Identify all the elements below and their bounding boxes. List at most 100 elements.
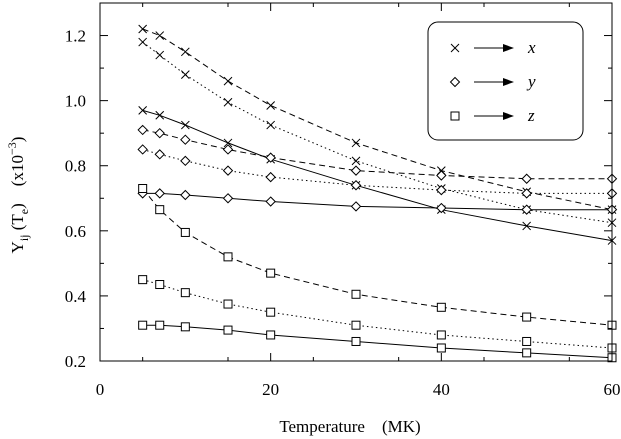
series-7-square-dashed-line — [142, 188, 613, 326]
y-tick-label-1: 0.2 — [65, 352, 86, 371]
series-9-square-solid-line — [142, 324, 613, 359]
series-5-point-2 — [154, 149, 165, 160]
axis-ticks: 0 20 40 60 0.2 0.4 0.6 0.8 1.0 1.2 — [65, 3, 621, 399]
plot-frame — [99, 2, 613, 362]
series-2-point-4 — [223, 97, 233, 107]
series-2-point-1 — [138, 37, 148, 47]
y-axis-label-paren-sub: e — [17, 209, 31, 214]
legend-marker-z — [450, 111, 460, 121]
series-2-point-2 — [155, 50, 165, 60]
series-5-point-8 — [521, 188, 532, 199]
series-9-point-4 — [223, 325, 233, 335]
series-5-point-3 — [180, 155, 191, 167]
series-4-point-5 — [265, 152, 276, 163]
y-axis-label-sub: ij — [17, 234, 31, 241]
series-6-point-3 — [180, 189, 191, 201]
legend-label-z: z — [527, 106, 535, 125]
series-6-point-7 — [436, 202, 447, 214]
series-1-point-5 — [266, 101, 276, 110]
y-tick-label-3: 0.6 — [65, 222, 86, 241]
y-tick-label-6: 1.2 — [65, 27, 86, 46]
series-4-point-8 — [521, 173, 532, 184]
series-9-point-3 — [180, 322, 190, 332]
series-6-point-2 — [154, 188, 165, 199]
x-tick-label-1: 0 — [96, 380, 105, 399]
series-9-point-2 — [155, 320, 165, 330]
series-5-point-6 — [350, 180, 362, 191]
series-5-point-4 — [222, 165, 234, 176]
legend: xyz — [427, 21, 584, 141]
series-8-point-6 — [351, 320, 361, 330]
legend-arrowhead-y — [503, 78, 514, 86]
series-5-point-1 — [137, 144, 148, 155]
series-9-point-5 — [266, 330, 276, 340]
legend-label-x: x — [527, 38, 536, 57]
series-6-point-5 — [265, 196, 276, 207]
series-5-point-5 — [265, 171, 276, 183]
series-1-point-6 — [351, 138, 361, 148]
series-8-point-1 — [138, 275, 148, 285]
y-axis-label-unit-exp: −3 — [5, 142, 19, 155]
y-axis-label: Yij (Te) (x10−3) — [5, 137, 31, 254]
series-5-point-7 — [436, 184, 447, 196]
y-axis-label-main: Y — [8, 241, 27, 253]
series-7-point-3 — [180, 227, 190, 237]
series-7-point-8 — [522, 312, 532, 322]
series-2-point-5 — [266, 120, 276, 130]
legend-arrowhead-z — [503, 112, 514, 120]
series-3-point-8 — [522, 221, 532, 231]
series-4-point-7 — [436, 170, 447, 181]
series-1-point-1 — [138, 24, 148, 34]
legend-label-y: y — [526, 72, 536, 91]
series-3-point-1 — [138, 106, 148, 115]
y-tick-label-5: 1.0 — [65, 92, 86, 111]
x-tick-label-3: 40 — [433, 380, 450, 399]
series-2-point-6 — [351, 156, 361, 166]
series-4-point-1 — [137, 124, 148, 136]
series-9-point-7 — [436, 343, 446, 353]
y-axis-label-paren-close: ) — [8, 203, 27, 209]
series-3-point-4 — [223, 138, 233, 148]
series-7-point-4 — [223, 252, 233, 262]
y-axis-label-paren-open: (T — [8, 214, 27, 235]
series-3-point-3 — [180, 120, 190, 130]
series-2-point-3 — [180, 70, 190, 79]
x-tick-label-4: 60 — [604, 380, 621, 399]
legend-entries: xyz — [449, 38, 536, 125]
series-5-diamond-dotted-line — [142, 149, 612, 194]
series-8-point-3 — [180, 288, 190, 298]
series-4-point-6 — [350, 165, 362, 176]
x-tick-label-2: 20 — [262, 380, 279, 399]
series-9-point-1 — [138, 320, 148, 330]
series-9-point-6 — [351, 336, 361, 346]
series-4-point-4 — [222, 144, 234, 155]
series-8-point-7 — [436, 330, 446, 340]
series-8-point-2 — [155, 280, 165, 290]
series-8-square-dotted-line — [142, 279, 613, 349]
y-tick-label-4: 0.8 — [65, 157, 86, 176]
y-axis-label-unit-close: ) — [8, 137, 27, 143]
series-6-diamond-solid-line — [142, 192, 612, 211]
y-axis-label-spacer — [8, 186, 27, 203]
y-axis-label-unit-open: (x10 — [8, 155, 27, 186]
series-1-point-2 — [155, 31, 165, 40]
series-8-point-8 — [522, 336, 532, 346]
series-9-point-8 — [522, 348, 532, 358]
series-2-x-dotted-line — [142, 41, 613, 224]
series-6-point-4 — [222, 193, 234, 204]
legend-entry-x: x — [450, 38, 536, 57]
series-1-x-dashed-line — [142, 28, 613, 211]
series-4-point-2 — [154, 127, 165, 139]
y-tick-label-2: 0.4 — [65, 287, 87, 306]
series-7-point-7 — [436, 302, 446, 312]
legend-entry-z: z — [450, 106, 535, 125]
legend-entry-y: y — [449, 72, 536, 91]
legend-marker-x — [450, 43, 460, 53]
series-7-point-2 — [155, 205, 165, 215]
series-3-point-2 — [155, 110, 165, 120]
x-axis-label: Temperature (MK) — [279, 417, 420, 436]
series-8-point-5 — [266, 307, 276, 317]
legend-arrowhead-x — [503, 44, 514, 52]
series-4-point-3 — [180, 134, 191, 145]
